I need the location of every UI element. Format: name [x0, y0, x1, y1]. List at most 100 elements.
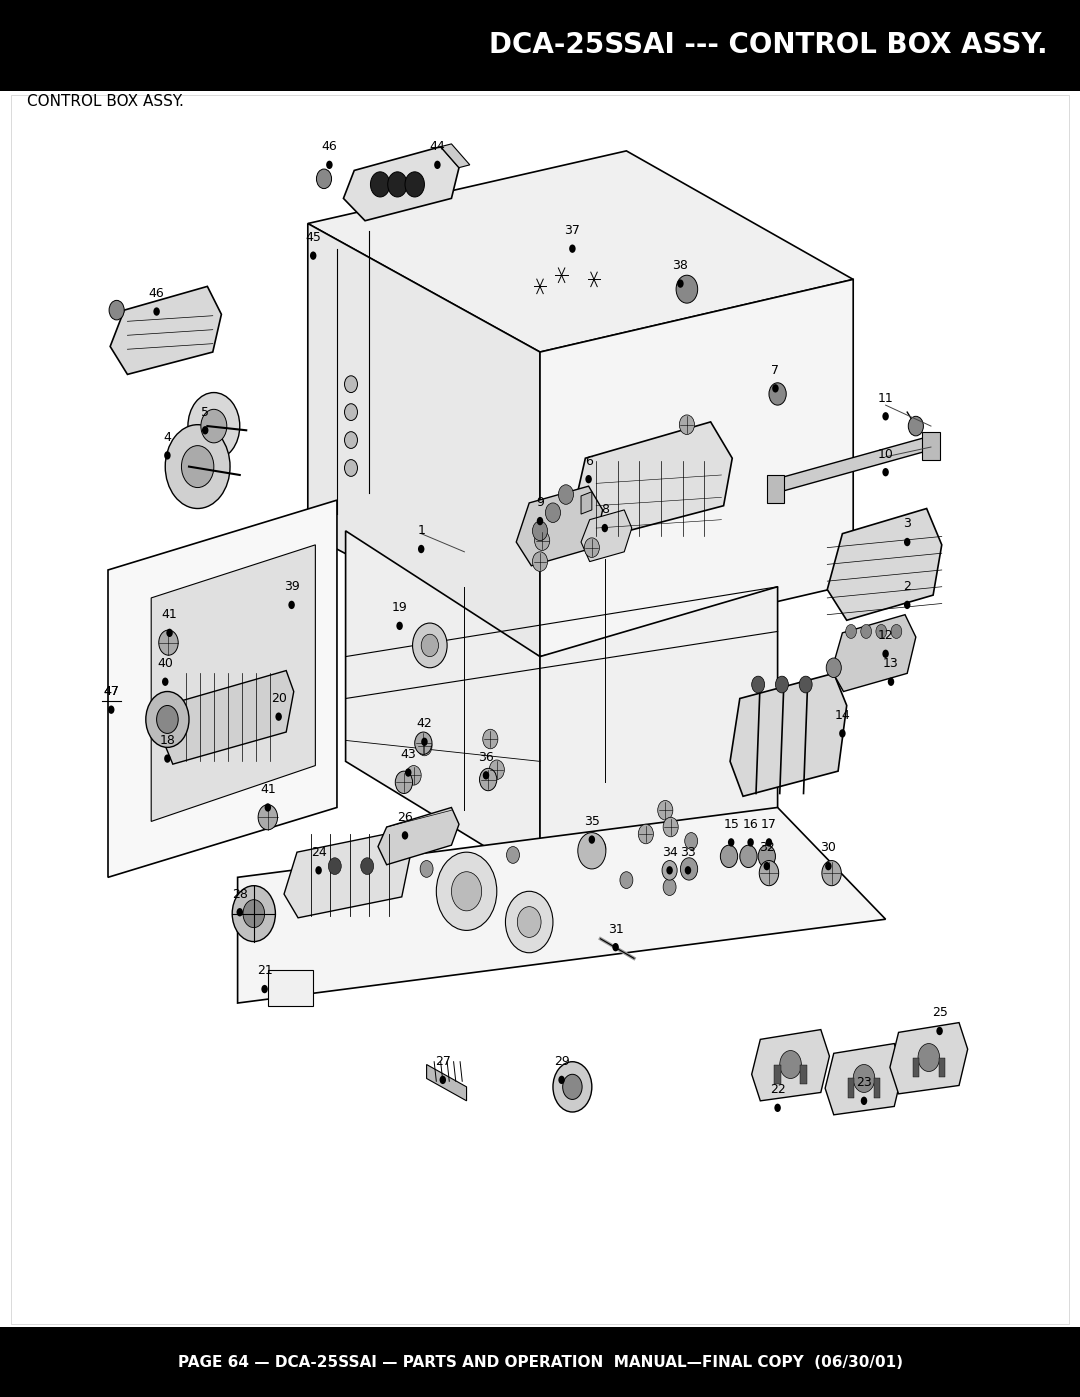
Circle shape	[676, 275, 698, 303]
Text: 16: 16	[743, 817, 758, 831]
Polygon shape	[832, 615, 916, 692]
Circle shape	[585, 475, 592, 483]
Circle shape	[740, 845, 757, 868]
Circle shape	[853, 1065, 875, 1092]
Circle shape	[164, 451, 171, 460]
Circle shape	[261, 985, 268, 993]
Text: 10: 10	[878, 447, 893, 461]
Circle shape	[569, 244, 576, 253]
Circle shape	[345, 460, 357, 476]
Circle shape	[328, 858, 341, 875]
Polygon shape	[378, 807, 459, 865]
Circle shape	[882, 650, 889, 658]
Circle shape	[505, 891, 553, 953]
Circle shape	[766, 838, 772, 847]
Circle shape	[275, 712, 282, 721]
Text: 8: 8	[600, 503, 609, 517]
Circle shape	[405, 172, 424, 197]
Bar	[11, 95, 1069, 1324]
Circle shape	[489, 760, 504, 780]
Circle shape	[558, 485, 573, 504]
Circle shape	[109, 300, 124, 320]
Circle shape	[537, 517, 543, 525]
Circle shape	[882, 468, 889, 476]
Text: DCA-25SSAI --- CONTROL BOX ASSY.: DCA-25SSAI --- CONTROL BOX ASSY.	[489, 31, 1048, 60]
Polygon shape	[540, 279, 853, 657]
Circle shape	[685, 866, 691, 875]
Circle shape	[507, 847, 519, 863]
Polygon shape	[890, 1023, 968, 1094]
Text: 15: 15	[724, 817, 739, 831]
Text: 22: 22	[770, 1083, 785, 1097]
Circle shape	[395, 771, 413, 793]
Polygon shape	[110, 286, 221, 374]
Circle shape	[418, 545, 424, 553]
Circle shape	[720, 845, 738, 868]
Circle shape	[882, 412, 889, 420]
Circle shape	[825, 862, 832, 870]
Circle shape	[545, 503, 561, 522]
Circle shape	[310, 251, 316, 260]
Circle shape	[826, 658, 841, 678]
Circle shape	[876, 624, 887, 638]
Circle shape	[936, 1027, 943, 1035]
Circle shape	[532, 521, 548, 541]
Polygon shape	[441, 144, 470, 168]
Text: 46: 46	[149, 286, 164, 300]
Polygon shape	[238, 807, 886, 1003]
Circle shape	[662, 861, 677, 880]
Circle shape	[153, 307, 160, 316]
Bar	[939, 1058, 945, 1077]
Circle shape	[532, 552, 548, 571]
Circle shape	[243, 900, 265, 928]
Circle shape	[483, 771, 489, 780]
Polygon shape	[825, 1044, 903, 1115]
Polygon shape	[164, 671, 294, 764]
Circle shape	[388, 172, 407, 197]
Text: 3: 3	[903, 517, 912, 531]
Bar	[774, 1065, 781, 1084]
Circle shape	[421, 634, 438, 657]
Circle shape	[759, 861, 779, 886]
Text: 12: 12	[878, 629, 893, 643]
Circle shape	[440, 1076, 446, 1084]
Circle shape	[315, 866, 322, 875]
Circle shape	[345, 432, 357, 448]
Circle shape	[164, 754, 171, 763]
Circle shape	[904, 538, 910, 546]
Circle shape	[666, 866, 673, 875]
Text: 37: 37	[565, 224, 580, 237]
Circle shape	[904, 601, 910, 609]
Text: 34: 34	[662, 845, 677, 859]
Text: 27: 27	[435, 1055, 450, 1069]
Circle shape	[345, 376, 357, 393]
Text: 29: 29	[554, 1055, 569, 1069]
Circle shape	[861, 1097, 867, 1105]
Text: 21: 21	[257, 964, 272, 978]
Text: 7: 7	[771, 363, 780, 377]
Text: 42: 42	[417, 717, 432, 731]
Polygon shape	[540, 587, 778, 880]
Polygon shape	[581, 510, 632, 562]
Circle shape	[769, 383, 786, 405]
Text: 14: 14	[835, 708, 850, 722]
Circle shape	[162, 678, 168, 686]
Circle shape	[434, 161, 441, 169]
Circle shape	[775, 676, 788, 693]
Polygon shape	[581, 492, 592, 514]
Text: 30: 30	[821, 841, 836, 855]
Text: 23: 23	[856, 1076, 872, 1090]
Text: 44: 44	[430, 140, 445, 154]
Circle shape	[480, 768, 497, 791]
Circle shape	[483, 729, 498, 749]
Text: 4: 4	[163, 430, 172, 444]
Text: 5: 5	[201, 405, 210, 419]
Circle shape	[846, 624, 856, 638]
Text: 28: 28	[232, 887, 247, 901]
Circle shape	[402, 831, 408, 840]
Circle shape	[638, 824, 653, 844]
Polygon shape	[343, 147, 459, 221]
Polygon shape	[284, 831, 410, 918]
Text: 11: 11	[878, 391, 893, 405]
Polygon shape	[427, 1065, 467, 1101]
